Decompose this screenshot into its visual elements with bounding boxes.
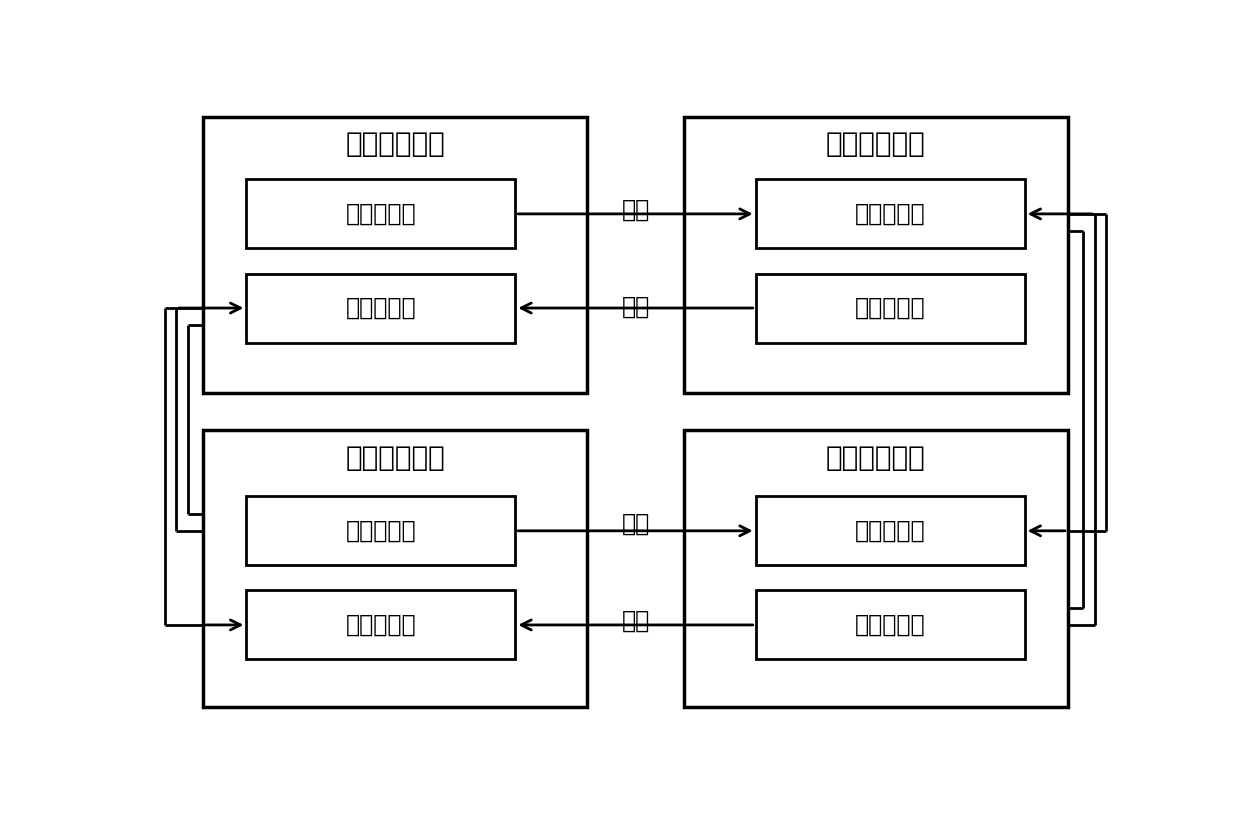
Bar — [755, 590, 1024, 659]
Bar — [755, 274, 1024, 342]
Bar — [755, 179, 1024, 249]
Text: 音频接收器: 音频接收器 — [854, 202, 925, 226]
Bar — [683, 117, 1068, 393]
Text: 音频接收器: 音频接收器 — [346, 613, 417, 637]
Text: 音频发送器: 音频发送器 — [346, 519, 417, 543]
Text: 声音: 声音 — [621, 295, 650, 319]
Text: 第三音频终端: 第三音频终端 — [346, 444, 445, 472]
Bar — [247, 274, 516, 342]
Bar — [247, 179, 516, 249]
Text: 声音: 声音 — [621, 511, 650, 535]
Bar — [203, 117, 588, 393]
Text: 音频发送器: 音频发送器 — [854, 613, 925, 637]
Text: 音频接收器: 音频接收器 — [346, 296, 417, 320]
Text: 音频发送器: 音频发送器 — [346, 202, 417, 226]
Text: 第四音频终端: 第四音频终端 — [826, 444, 925, 472]
Text: 音频发送器: 音频发送器 — [854, 296, 925, 320]
Bar — [203, 430, 588, 707]
Text: 第二音频终端: 第二音频终端 — [826, 130, 925, 158]
Text: 音频接收器: 音频接收器 — [854, 519, 925, 543]
Text: 声音: 声音 — [621, 609, 650, 632]
Text: 声音: 声音 — [621, 197, 650, 222]
Text: 第一音频终端: 第一音频终端 — [346, 130, 445, 158]
Bar — [247, 590, 516, 659]
Bar — [683, 430, 1068, 707]
Bar — [247, 496, 516, 566]
Bar — [755, 496, 1024, 566]
